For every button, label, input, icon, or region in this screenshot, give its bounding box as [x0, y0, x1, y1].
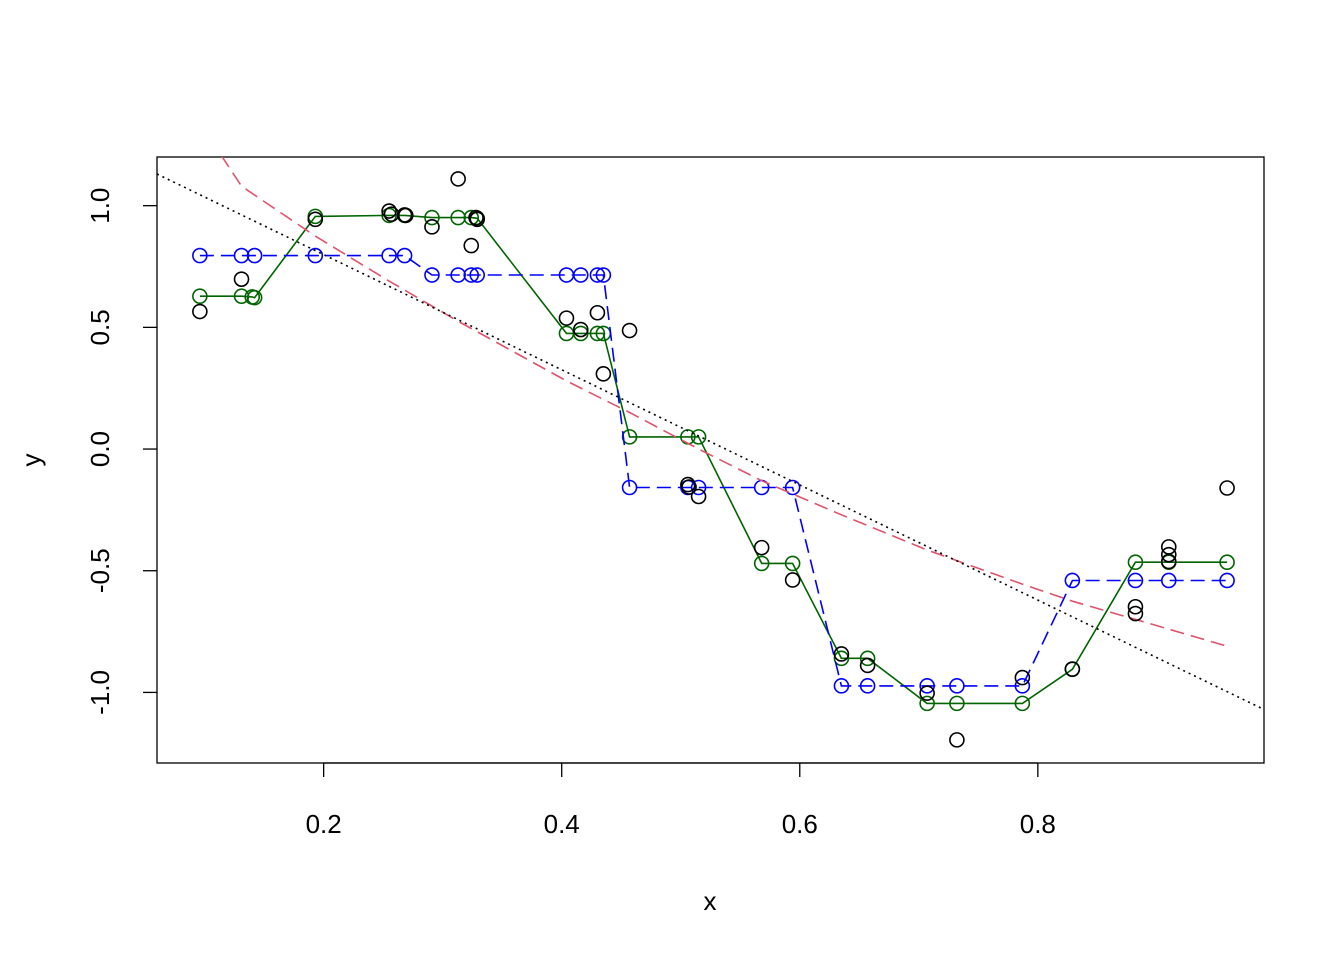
y-tick-label: 1.0 — [85, 188, 115, 224]
series-point — [859, 678, 876, 694]
data-point — [621, 322, 638, 339]
series-2 — [221, 157, 1228, 647]
data-point — [307, 211, 324, 228]
y-tick-label: -1.0 — [85, 670, 115, 715]
y-tick-label: 0.0 — [85, 431, 115, 467]
data-point — [595, 366, 612, 382]
series-point — [572, 267, 589, 283]
data-point — [397, 207, 414, 224]
series-point — [1014, 678, 1031, 694]
series-point — [919, 678, 935, 694]
data-point — [424, 219, 440, 235]
y-axis-label: y — [16, 454, 46, 467]
data-point — [1064, 661, 1081, 677]
x-tick-label: 0.2 — [306, 809, 342, 839]
series-line — [157, 173, 1264, 711]
series-point — [589, 325, 606, 342]
data-point — [1014, 669, 1031, 686]
series-point — [949, 678, 965, 694]
series-point — [1219, 572, 1235, 589]
series-point — [246, 289, 263, 306]
x-tick-label: 0.6 — [782, 809, 818, 839]
data-point — [681, 479, 697, 495]
series-point — [192, 247, 208, 264]
series-point — [1219, 554, 1235, 571]
series-point — [381, 247, 397, 264]
series-3 — [157, 173, 1264, 711]
series-point — [1014, 695, 1031, 712]
series-point — [621, 479, 638, 496]
x-tick-label: 0.8 — [1020, 809, 1056, 839]
series-point — [192, 288, 208, 305]
data-point — [1160, 546, 1177, 563]
data-point — [690, 488, 707, 505]
series-line — [221, 157, 1228, 647]
y-tick-label: -0.5 — [85, 548, 115, 593]
series-point — [595, 267, 612, 283]
data-point — [919, 685, 935, 701]
series-point — [753, 555, 770, 572]
series-point — [919, 695, 935, 712]
series-point — [690, 479, 707, 496]
series-point — [469, 267, 485, 283]
series-point — [450, 209, 466, 226]
series-0 — [192, 207, 1235, 712]
series-point — [450, 267, 466, 283]
series-point — [463, 267, 480, 283]
series-point — [589, 267, 606, 283]
data-point — [949, 732, 965, 748]
series-point — [1127, 572, 1144, 589]
series-point — [424, 267, 440, 283]
series-point — [246, 247, 263, 264]
data-point — [1127, 605, 1144, 622]
x-tick-label: 0.4 — [544, 809, 580, 839]
data-point — [572, 321, 589, 338]
series-point — [784, 479, 801, 496]
series-point — [833, 678, 850, 694]
series-point — [424, 209, 440, 226]
data-point — [753, 539, 770, 556]
series-line — [199, 214, 1228, 705]
series-line — [199, 254, 1228, 687]
data-point — [468, 209, 484, 226]
data-point — [192, 303, 208, 320]
series-point — [949, 695, 965, 712]
data-point — [463, 237, 480, 254]
data-point — [1127, 598, 1144, 615]
data-point — [784, 572, 801, 588]
axes-ticks: 0.2 0.4 0.6 0.8 -1.0 -0.5 0.0 0.5 1.0 — [85, 188, 1056, 839]
series-point — [233, 247, 250, 264]
series-point — [572, 325, 589, 342]
points-layer — [192, 171, 1235, 748]
data-point — [589, 304, 606, 321]
data-point — [558, 310, 575, 326]
y-tick-label: 0.5 — [85, 309, 115, 345]
series-point — [784, 555, 801, 572]
series-point — [396, 247, 413, 264]
data-point — [469, 211, 485, 228]
data-point — [233, 271, 250, 287]
series-point — [833, 650, 850, 667]
series-point — [1064, 572, 1081, 589]
data-point — [381, 203, 397, 219]
series-point — [690, 429, 707, 445]
series-point — [1127, 554, 1144, 571]
series-point — [307, 247, 324, 264]
data-point — [1160, 553, 1177, 570]
data-point — [1219, 480, 1235, 496]
data-point — [450, 171, 466, 187]
series-point — [463, 209, 480, 226]
x-axis-label: x — [704, 886, 717, 916]
series-point — [1160, 572, 1177, 589]
data-point — [859, 657, 876, 674]
series-point — [859, 650, 876, 667]
series-1 — [192, 247, 1235, 694]
data-point — [833, 646, 850, 662]
series-layer — [157, 157, 1264, 712]
